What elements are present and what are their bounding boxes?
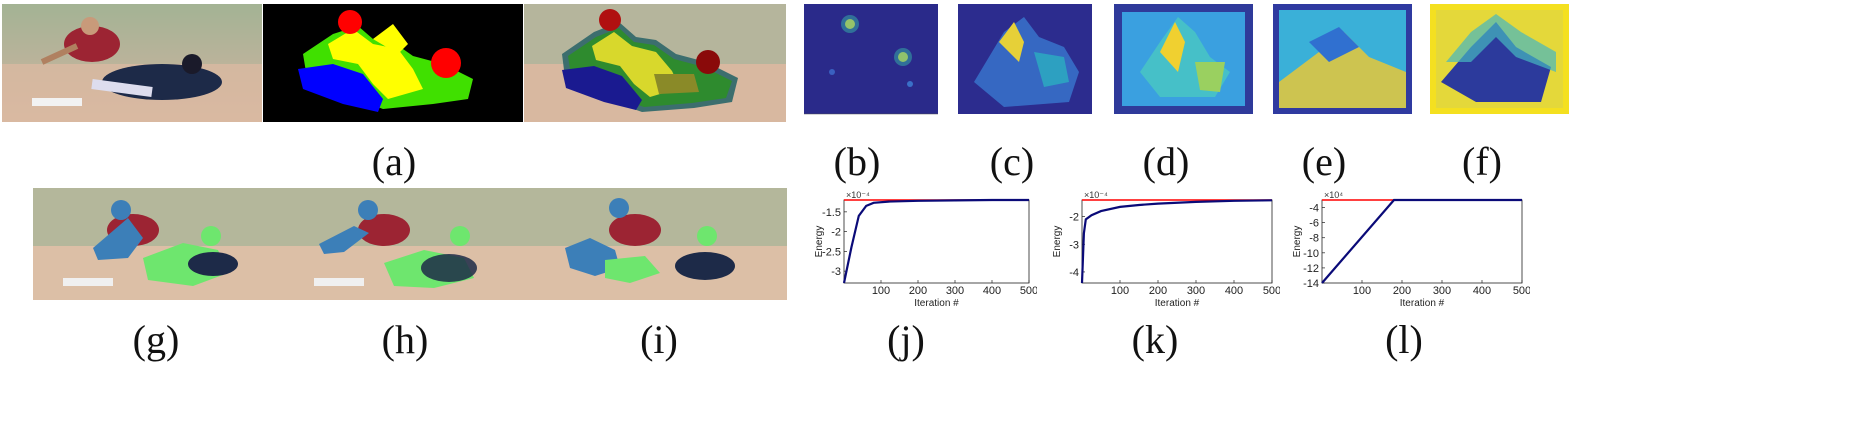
y-multiplier-label: ×10⁻⁴ bbox=[846, 190, 870, 200]
caption-c: (c) bbox=[989, 139, 1035, 184]
caption-a: (a) bbox=[371, 139, 417, 184]
caption-f: (f) bbox=[1462, 139, 1502, 184]
y-axis-label: Energy bbox=[814, 226, 825, 258]
y-tick-label: -3 bbox=[1069, 239, 1079, 251]
heatmap-d bbox=[1100, 2, 1255, 120]
x-tick-label: 300 bbox=[1187, 285, 1205, 297]
x-tick-label: 200 bbox=[909, 285, 927, 297]
y-tick-label: -14 bbox=[1303, 278, 1319, 290]
y-tick-label: -1.5 bbox=[822, 207, 841, 219]
x-tick-label: 400 bbox=[1473, 285, 1491, 297]
segmentation-overlay bbox=[524, 4, 786, 122]
energy-curve bbox=[1321, 198, 1522, 284]
energy-chart-l: ×10⁴ -4 -6 -8 -10 -12 -14 100 200 300 400 500 Iterat… bbox=[1292, 190, 1530, 309]
y-tick-label: -3 bbox=[831, 266, 841, 278]
caption-g: (g) bbox=[132, 317, 180, 362]
energy-chart-j: ×10⁻⁴ -1.5 -2 -2.5 -3 100 200 300 400 500 Iteratio… bbox=[814, 190, 1037, 309]
x-axis-label: Iteration # bbox=[1400, 298, 1445, 309]
energy-chart-k: ×10⁻⁴ -2 -3 -4 100 200 300 400 500 Iteration # Ene… bbox=[1052, 190, 1280, 309]
plot-frame bbox=[843, 199, 1030, 284]
y-tick-label: -10 bbox=[1303, 248, 1319, 260]
energy-curve bbox=[842, 198, 1029, 284]
y-tick-label: -6 bbox=[1309, 218, 1319, 230]
x-tick-label: 100 bbox=[1111, 285, 1129, 297]
caption-l: (l) bbox=[1385, 317, 1423, 362]
heatmap-b bbox=[790, 2, 940, 120]
x-tick-label: 100 bbox=[1353, 285, 1371, 297]
y-multiplier-label: ×10⁴ bbox=[1324, 190, 1343, 200]
x-tick-label: 500 bbox=[1263, 285, 1280, 297]
y-tick-label: -2 bbox=[831, 227, 841, 239]
result-overlay-h bbox=[284, 188, 536, 300]
x-axis-label: Iteration # bbox=[914, 298, 959, 309]
y-tick-label: -4 bbox=[1069, 267, 1079, 279]
caption-k: (k) bbox=[1131, 317, 1179, 362]
result-overlay-g bbox=[33, 188, 285, 300]
caption-d: (d) bbox=[1142, 139, 1190, 184]
x-tick-label: 100 bbox=[872, 285, 890, 297]
x-tick-label: 400 bbox=[983, 285, 1001, 297]
y-tick-label: -2.5 bbox=[822, 246, 841, 258]
y-multiplier-label: ×10⁻⁴ bbox=[1084, 190, 1108, 200]
y-axis-label: Energy bbox=[1292, 226, 1303, 258]
segmentation-map bbox=[263, 4, 523, 122]
caption-h: (h) bbox=[381, 317, 429, 362]
y-tick-label: -8 bbox=[1309, 233, 1319, 245]
y-tick-label: -12 bbox=[1303, 263, 1319, 275]
x-tick-label: 500 bbox=[1020, 285, 1037, 297]
plot-frame bbox=[1081, 199, 1273, 284]
caption-j: (j) bbox=[887, 317, 925, 362]
x-axis-label: Iteration # bbox=[1155, 298, 1200, 309]
photo-baseball-slide bbox=[2, 4, 262, 122]
x-tick-label: 500 bbox=[1513, 285, 1530, 297]
plot-frame bbox=[1321, 199, 1523, 284]
y-tick-label: -2 bbox=[1069, 212, 1079, 224]
energy-curve bbox=[1080, 199, 1273, 284]
x-tick-label: 300 bbox=[1433, 285, 1451, 297]
y-axis-label: Energy bbox=[1052, 226, 1063, 258]
caption-e: (e) bbox=[1301, 139, 1347, 184]
x-tick-label: 200 bbox=[1149, 285, 1167, 297]
caption-i: (i) bbox=[640, 317, 678, 362]
y-tick-label: -4 bbox=[1309, 203, 1319, 215]
x-tick-label: 200 bbox=[1393, 285, 1411, 297]
caption-b: (b) bbox=[833, 139, 881, 184]
x-tick-label: 400 bbox=[1225, 285, 1243, 297]
heatmap-f bbox=[1416, 2, 1571, 120]
result-overlay-i bbox=[535, 188, 787, 300]
heatmap-e bbox=[1259, 2, 1414, 120]
x-tick-label: 300 bbox=[946, 285, 964, 297]
heatmap-c bbox=[944, 2, 1094, 120]
